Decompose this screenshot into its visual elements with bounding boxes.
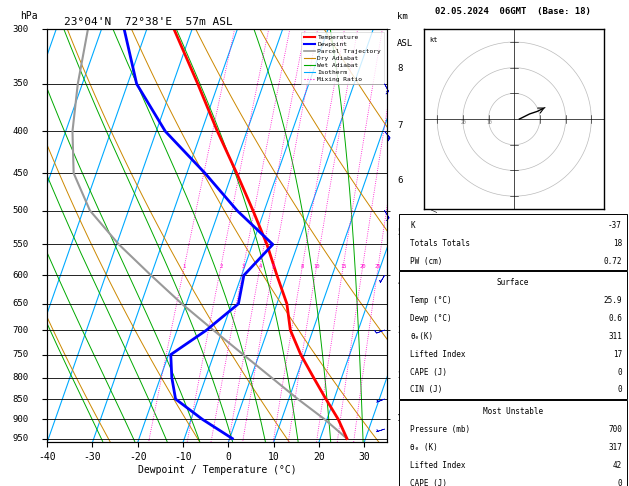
Text: 650: 650	[13, 299, 28, 308]
Text: 4: 4	[259, 264, 262, 269]
Text: 500: 500	[13, 206, 28, 215]
Text: 600: 600	[13, 271, 28, 280]
Text: 18: 18	[613, 239, 622, 248]
Text: PW (cm): PW (cm)	[410, 257, 443, 265]
Text: 8: 8	[397, 64, 403, 73]
Text: 10: 10	[486, 120, 492, 125]
Text: 750: 750	[13, 350, 28, 359]
Text: 23°04'N  72°38'E  57m ASL: 23°04'N 72°38'E 57m ASL	[64, 17, 233, 27]
Text: θₑ (K): θₑ (K)	[410, 443, 438, 452]
Text: Lifted Index: Lifted Index	[410, 461, 465, 470]
Text: 5: 5	[272, 264, 275, 269]
Text: 2: 2	[220, 264, 223, 269]
Text: 42: 42	[613, 461, 622, 470]
Text: 350: 350	[13, 79, 28, 88]
Text: 450: 450	[13, 169, 28, 178]
Text: Mixing Ratio (g/kg): Mixing Ratio (g/kg)	[431, 195, 438, 276]
Text: CIN (J): CIN (J)	[410, 385, 443, 395]
Text: 700: 700	[608, 425, 622, 434]
Text: Most Unstable: Most Unstable	[482, 407, 543, 416]
Text: 0.6: 0.6	[608, 314, 622, 323]
Text: Lifted Index: Lifted Index	[410, 350, 465, 359]
Text: 900: 900	[13, 415, 28, 424]
Text: 3: 3	[242, 264, 245, 269]
Text: 17: 17	[613, 350, 622, 359]
Text: 15: 15	[340, 264, 347, 269]
Text: 1: 1	[397, 414, 403, 423]
Text: kt: kt	[430, 37, 438, 43]
Text: 10: 10	[313, 264, 320, 269]
Text: hPa: hPa	[19, 11, 37, 21]
Text: Pressure (mb): Pressure (mb)	[410, 425, 470, 434]
Text: CAPE (J): CAPE (J)	[410, 367, 447, 377]
Text: K: K	[410, 221, 415, 230]
Text: 20: 20	[359, 264, 366, 269]
Text: 4: 4	[397, 278, 403, 287]
Text: 5: 5	[397, 228, 403, 237]
Text: 850: 850	[13, 395, 28, 403]
Legend: Temperature, Dewpoint, Parcel Trajectory, Dry Adiabat, Wet Adiabat, Isotherm, Mi: Temperature, Dewpoint, Parcel Trajectory…	[301, 32, 384, 84]
Text: 317: 317	[608, 443, 622, 452]
Bar	[399, 400, 626, 486]
Text: 400: 400	[13, 127, 28, 136]
Text: CAPE (J): CAPE (J)	[410, 479, 447, 486]
Text: 800: 800	[13, 373, 28, 382]
Text: Surface: Surface	[496, 278, 529, 287]
Text: Temp (°C): Temp (°C)	[410, 296, 452, 305]
Text: 25.9: 25.9	[603, 296, 622, 305]
Text: 950: 950	[13, 434, 28, 443]
Text: ASL: ASL	[397, 39, 413, 49]
Text: 0: 0	[618, 367, 622, 377]
Text: km: km	[397, 12, 408, 21]
Text: 25: 25	[375, 264, 381, 269]
Text: 700: 700	[13, 326, 28, 334]
Text: 02.05.2024  06GMT  (Base: 18): 02.05.2024 06GMT (Base: 18)	[435, 7, 591, 17]
Text: Totals Totals: Totals Totals	[410, 239, 470, 248]
Text: θₑ(K): θₑ(K)	[410, 332, 433, 341]
Bar	[399, 271, 626, 399]
Text: 0: 0	[618, 385, 622, 395]
Bar	[399, 214, 626, 270]
Text: 2: 2	[397, 371, 403, 380]
Text: 6: 6	[397, 176, 403, 186]
Text: -37: -37	[608, 221, 622, 230]
Text: 311: 311	[608, 332, 622, 341]
Text: Dewp (°C): Dewp (°C)	[410, 314, 452, 323]
Text: 7: 7	[397, 122, 403, 130]
Text: 1: 1	[182, 264, 186, 269]
Text: 0.72: 0.72	[603, 257, 622, 265]
X-axis label: Dewpoint / Temperature (°C): Dewpoint / Temperature (°C)	[138, 465, 296, 475]
Text: 3: 3	[397, 326, 403, 334]
Text: 0: 0	[618, 479, 622, 486]
Text: 20: 20	[460, 120, 466, 125]
Text: 550: 550	[13, 240, 28, 249]
Text: 300: 300	[13, 25, 28, 34]
Text: 8: 8	[301, 264, 304, 269]
